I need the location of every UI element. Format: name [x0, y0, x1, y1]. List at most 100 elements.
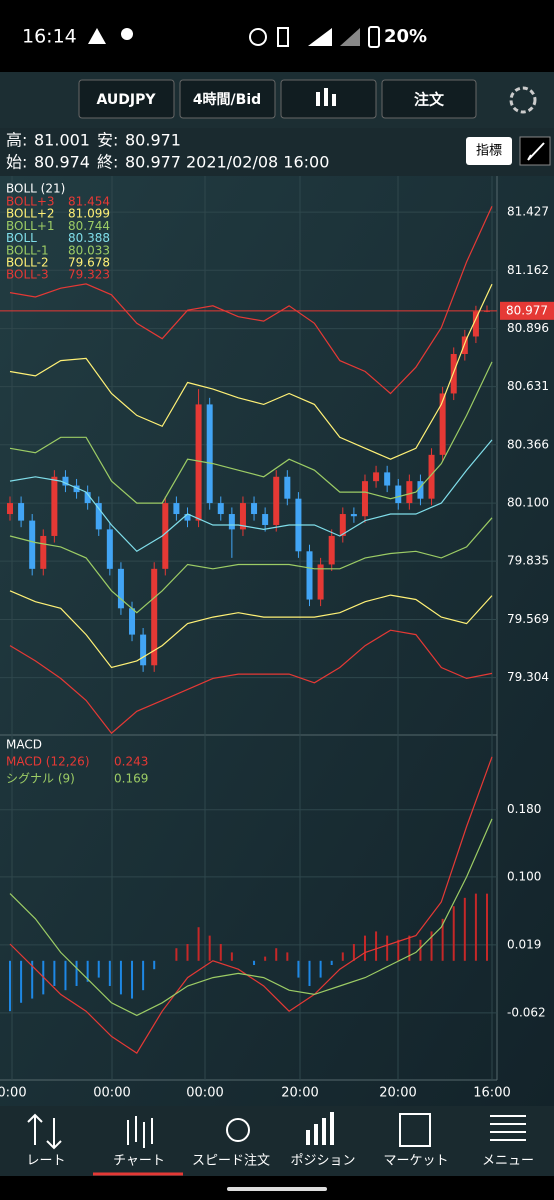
chart-type-button[interactable]	[280, 79, 377, 119]
legend-value: 0.243	[114, 755, 148, 769]
y-tick-label: -0.062	[507, 1005, 546, 1019]
x-tick-label: 20:00	[379, 1086, 416, 1101]
candle-body	[472, 311, 479, 337]
y-tick-label: 81.427	[507, 205, 549, 219]
low: 80.971	[125, 131, 181, 150]
series-line	[9, 756, 493, 1054]
legend-value: 80.388	[68, 231, 110, 245]
legend-value: 0.169	[114, 772, 148, 786]
candle-body	[84, 492, 91, 504]
legend-value: 79.323	[68, 268, 110, 282]
high-label: 高:	[6, 131, 27, 150]
candle-body	[361, 481, 368, 517]
boll-title: BOLL (21)	[6, 182, 65, 196]
candle-body	[162, 503, 169, 569]
signal-icon	[308, 28, 332, 46]
y-tick-label: 80.366	[507, 437, 549, 451]
nav-label: スピード注文	[192, 1154, 270, 1169]
series-line	[9, 283, 493, 460]
candle-body	[151, 568, 158, 666]
location-icon	[121, 28, 133, 40]
legend-value: 81.454	[68, 195, 110, 209]
nav-label: メニュー	[482, 1154, 534, 1169]
current-price-label: 80.977	[506, 303, 548, 317]
battery-icon	[368, 26, 380, 48]
series-line	[9, 590, 493, 669]
warning-icon	[88, 28, 106, 44]
legend-name: シグナル (9)	[6, 772, 75, 786]
series-line	[9, 361, 493, 504]
candle-body	[373, 472, 380, 482]
candle-body	[40, 535, 47, 569]
draw-button[interactable]	[519, 136, 551, 166]
close-label: 終:	[97, 153, 118, 172]
plot: 0:00 00:00 00:00 20:00 20:00 16:00 81.427 81.16…	[0, 176, 554, 1101]
y-tick-label: 0.019	[507, 937, 541, 951]
open: 80.974	[34, 153, 90, 172]
candle-body	[384, 472, 391, 486]
clock: 16:14	[22, 26, 77, 48]
y-tick-label: 79.569	[507, 612, 549, 626]
candle-body	[73, 485, 80, 493]
legend-name: MACD (12,26)	[6, 755, 90, 769]
y-tick-label: 0.100	[507, 869, 541, 883]
candle-body	[328, 535, 335, 565]
candle-body	[350, 514, 357, 517]
candle-body	[239, 503, 246, 530]
candle-body	[62, 476, 69, 486]
symbol-button[interactable]	[78, 79, 175, 119]
candle-body	[184, 514, 191, 521]
nav-label: レート	[26, 1154, 65, 1169]
candle-body	[106, 529, 113, 569]
battery: 20%	[384, 26, 427, 47]
legend-name: BOLL-1	[6, 243, 49, 257]
candle-body	[140, 634, 147, 666]
candle-body	[273, 476, 280, 525]
series-line	[9, 818, 493, 1017]
info-area	[0, 128, 554, 176]
y-tick-label: 80.896	[507, 321, 549, 335]
legend-name: BOLL-3	[6, 268, 49, 282]
legend-value: 80.744	[68, 219, 110, 233]
chart-icon	[127, 1116, 153, 1148]
candle-body	[217, 503, 224, 515]
nav-icons	[27, 1112, 526, 1150]
settings-icon[interactable]	[509, 86, 537, 114]
position-icon	[306, 1112, 334, 1145]
indicator-button[interactable]	[466, 137, 512, 165]
candle-body	[461, 336, 468, 355]
candle-body	[29, 520, 36, 569]
pen-icon	[527, 142, 545, 161]
candle-body	[284, 476, 291, 499]
current-price-box	[500, 301, 554, 320]
candle-body	[306, 551, 313, 600]
legend-name: BOLL+3	[6, 195, 55, 209]
nav-label: チャート	[113, 1154, 165, 1169]
y-tick-label: 80.100	[507, 496, 549, 510]
chart-bg	[0, 176, 554, 1106]
candle-body	[206, 404, 213, 504]
timeframe-button[interactable]	[179, 79, 276, 119]
candle-body	[339, 514, 346, 536]
candle-body	[173, 503, 180, 515]
symbol: AUDJPY	[96, 92, 156, 108]
candle-body	[129, 608, 136, 635]
nav-label: マーケット	[383, 1154, 448, 1169]
candle-icon	[316, 88, 336, 106]
order-button[interactable]	[381, 79, 477, 119]
candle-body	[228, 514, 235, 530]
legend-name: BOLL+2	[6, 207, 55, 221]
x-tick-label: 0:00	[0, 1086, 27, 1101]
nav-labels: レート チャート スピード注文 ポジション マーケット メニュー	[26, 1154, 534, 1169]
y-tick-label: 79.304	[507, 670, 549, 684]
candle-body	[51, 476, 58, 536]
datetime: 2021/02/08 16:00	[186, 153, 329, 172]
signal2-icon	[340, 28, 360, 46]
candle-body	[7, 503, 13, 515]
nav-bar	[0, 1106, 554, 1176]
indicator-label: 指標	[476, 144, 502, 159]
series-line	[9, 439, 493, 553]
candle-body	[95, 503, 102, 530]
candle-body	[251, 503, 258, 515]
